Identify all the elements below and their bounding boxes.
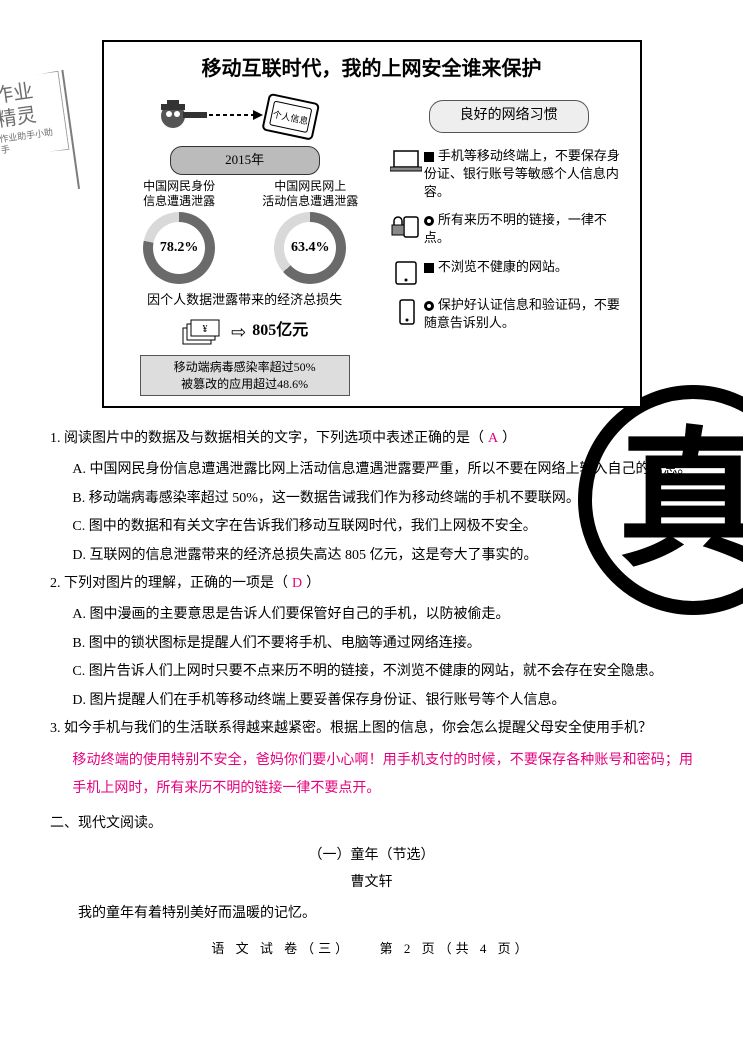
tip-row-3: 不浏览不健康的网站。 <box>388 258 630 286</box>
reading-para-1: 我的童年有着特别美好而温暖的记忆。 <box>50 901 693 928</box>
infographic-right-col: 良好的网络习惯 手机等移动终端上，不要保存身份证、银行账号等敏感个人信息内容。 … <box>382 92 630 396</box>
page-footer: 语 文 试 卷（三） 第 2 页（共 4 页） <box>50 937 693 962</box>
virus-stats-box: 移动端病毒感染率超过50% 被篡改的应用超过48.6% <box>140 355 350 397</box>
reading-author: 曹文轩 <box>50 870 693 897</box>
money-stack-icon: ¥ <box>181 318 225 346</box>
q2-opt-c: C. 图片告诉人们上网时只要不点来历不明的链接，不浏览不健康的网站，就不会存在安… <box>50 659 693 686</box>
thief-cartoon: 个人信息 <box>114 92 376 142</box>
stat-label-2: 中国网民网上活动信息遭遇泄露 <box>245 179 376 210</box>
q1-opt-d: D. 互联网的信息泄露带来的经济总损失高达 805 亿元，这是夸大了事实的。 <box>50 543 693 570</box>
q2-stem: 2. 下列对图片的理解，正确的一项是（D） <box>50 571 693 598</box>
infographic-box: 移动互联时代，我的上网安全谁来保护 <box>102 40 642 408</box>
loss-amount-row: ¥ ⇨ 805亿元 <box>114 315 376 349</box>
donut-chart-1: 78.2% <box>143 212 215 284</box>
tablet-icon <box>388 258 424 286</box>
section-2-heading: 二、现代文阅读。 <box>50 811 693 838</box>
q2-opt-b: B. 图中的锁状图标是提醒人们不要将手机、电脑等通过网络连接。 <box>50 631 693 658</box>
tip-text-4: 保护好认证信息和验证码，不要随意告诉别人。 <box>424 297 620 330</box>
stat-label-1: 中国网民身份信息遭遇泄露 <box>114 179 245 210</box>
loss-caption: 因个人数据泄露带来的经济总损失 <box>114 288 376 313</box>
loss-amount: 805亿元 <box>252 316 308 346</box>
infographic-title: 移动互联时代，我的上网安全谁来保护 <box>114 50 630 88</box>
q1-answer: A <box>488 431 498 446</box>
tip-row-1: 手机等移动终端上，不要保存身份证、银行账号等敏感个人信息内容。 <box>388 147 630 202</box>
year-pill: 2015年 <box>170 146 320 175</box>
arrow-icon: ⇨ <box>231 315 246 349</box>
wm-flag-l1: 作业 <box>0 80 35 107</box>
virus-line-2: 被篡改的应用超过48.6% <box>145 376 345 393</box>
q1-opt-a: A. 中国网民身份信息遭遇泄露比网上活动信息遭遇泄露要严重，所以不要在网络上输入… <box>50 457 693 484</box>
infographic-left-col: 个人信息 2015年 中国网民身份信息遭遇泄露 中国网民网上活动信息遭遇泄露 7… <box>114 92 382 396</box>
laptop-icon <box>388 147 424 202</box>
phone-icon <box>388 296 424 332</box>
virus-line-1: 移动端病毒感染率超过50% <box>145 359 345 376</box>
wm-flag-l2: 精灵 <box>0 104 38 131</box>
tip-text-2: 所有来历不明的链接，一律不点。 <box>424 212 607 245</box>
q1-opt-c: C. 图中的数据和有关文字在告诉我们移动互联网时代，我们上网极不安全。 <box>50 514 693 541</box>
q3-answer-text: 移动终端的使用特别不安全，爸妈你们要小心啊！用手机支付的时候，不要保存各种账号和… <box>50 747 693 803</box>
questions-content: 1. 阅读图片中的数据及与数据相关的文字，下列选项中表述正确的是（A） A. 中… <box>50 426 693 962</box>
tip-row-4: 保护好认证信息和验证码，不要随意告诉别人。 <box>388 296 630 332</box>
q2-opt-d: D. 图片提醒人们在手机等移动终端上要妥善保存身份证、银行账号等个人信息。 <box>50 688 693 715</box>
donut-chart-2: 63.4% <box>274 212 346 284</box>
reading-title: （一）童年（节选） <box>50 843 693 870</box>
lock-phone-icon <box>388 211 424 247</box>
q1-stem: 1. 阅读图片中的数据及与数据相关的文字，下列选项中表述正确的是（A） <box>50 426 693 453</box>
svg-text:¥: ¥ <box>203 324 208 335</box>
q1-opt-b: B. 移动端病毒感染率超过 50%，这一数据告诫我们作为移动终端的手机不要联网。 <box>50 486 693 513</box>
q2-opt-a: A. 图中漫画的主要意思是告诉人们要保管好自己的手机，以防被偷走。 <box>50 602 693 629</box>
q3-stem: 3. 如今手机与我们的生活联系得越来越紧密。根据上图的信息，你会怎么提醒父母安全… <box>50 716 693 743</box>
q2-answer: D <box>292 576 302 591</box>
wm-flag-small: 作业助手小助手 <box>0 126 62 156</box>
tip-row-2: 所有来历不明的链接，一律不点。 <box>388 211 630 247</box>
watermark-flag: 作业 精灵 作业助手小助手 <box>0 70 76 170</box>
tips-header: 良好的网络习惯 <box>429 100 589 133</box>
tip-text-1: 手机等移动终端上，不要保存身份证、银行账号等敏感个人信息内容。 <box>424 148 620 199</box>
tip-text-3: 不浏览不健康的网站。 <box>438 259 568 274</box>
